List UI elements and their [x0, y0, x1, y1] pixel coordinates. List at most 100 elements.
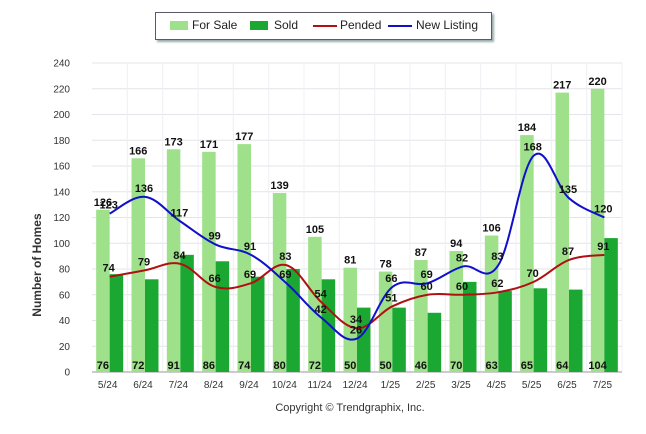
bar-for-sale-14 [590, 88, 605, 372]
y-tick-label-0: 0 [64, 368, 70, 379]
plot-area: 0 20 40 60 80 100 120 140 160 180 200 220 240 126 166 1… [53, 59, 623, 391]
label-pended-12: 70 [527, 268, 539, 280]
label-new-listing-1: 136 [135, 183, 153, 195]
bar-for-sale-9 [414, 259, 428, 372]
x-tick-label-14: 7/25 [593, 380, 613, 391]
x-tick-label-12: 5/25 [522, 380, 542, 391]
label-new-listing-12: 168 [523, 142, 541, 154]
legend-label-for-sale: For Sale [192, 18, 238, 32]
label-for-sale-8: 78 [379, 259, 391, 271]
legend-label-new-listing: New Listing [416, 18, 479, 32]
line-new-listing [109, 152, 605, 341]
x-tick-label-5: 10/24 [272, 380, 297, 391]
bar-sold-7 [357, 307, 371, 372]
legend-swatch-pended [313, 25, 337, 27]
x-tick-label-13: 6/25 [557, 380, 577, 391]
label-sold-11: 63 [485, 360, 497, 372]
label-sold-6: 72 [309, 360, 321, 372]
bar-sold-2 [180, 254, 194, 372]
label-pended-4: 69 [244, 269, 256, 281]
bar-sold-8 [392, 307, 406, 372]
label-for-sale-5: 139 [270, 180, 288, 192]
bar-sold-1 [145, 279, 159, 372]
label-sold-0: 76 [97, 360, 109, 372]
label-for-sale-4: 177 [235, 131, 253, 143]
label-for-sale-1: 166 [129, 145, 147, 157]
bar-sold-14 [604, 238, 618, 372]
label-pended-6: 54 [315, 288, 328, 300]
label-new-listing-2: 117 [170, 207, 188, 219]
x-tick-label-9: 2/25 [416, 380, 436, 391]
bar-sold-10 [463, 281, 477, 372]
label-new-listing-11: 83 [491, 251, 503, 263]
line-pended [109, 253, 605, 330]
label-new-listing-4: 91 [244, 241, 256, 253]
label-for-sale-11: 106 [482, 223, 500, 235]
x-tick-label-10: 3/25 [451, 380, 471, 391]
label-sold-3: 86 [203, 360, 215, 372]
label-sold-5: 80 [273, 360, 285, 372]
label-pended-8: 51 [385, 292, 397, 304]
y-tick-label-3: 60 [59, 290, 71, 301]
label-for-sale-12: 184 [518, 122, 537, 134]
copyright-text: Copyright © Trendgraphix, Inc. [275, 402, 425, 414]
label-new-listing-0: 123 [99, 200, 117, 212]
label-pended-10: 60 [456, 281, 468, 293]
label-sold-7: 50 [344, 360, 356, 372]
bar-for-sale-12 [520, 135, 534, 372]
bar-for-sale-6 [308, 236, 322, 372]
legend-swatch-new-listing [388, 25, 412, 27]
label-pended-2: 84 [173, 250, 186, 262]
label-for-sale-9: 87 [415, 247, 427, 259]
bar-for-sale-2 [166, 149, 181, 372]
bar-for-sale-13 [555, 92, 569, 373]
label-sold-10: 70 [450, 360, 462, 372]
bar-for-sale-1 [131, 158, 145, 372]
label-for-sale-3: 171 [200, 139, 218, 151]
label-pended-3: 66 [209, 273, 221, 285]
bar-sold-4 [251, 276, 265, 372]
bar-for-sale-8 [378, 271, 393, 372]
y-axis-title-wrap: Number of Homes [4, 170, 64, 370]
y-tick-label-12: 240 [53, 59, 70, 70]
bar-sold-0 [109, 274, 124, 372]
label-new-listing-6: 42 [315, 304, 327, 316]
label-for-sale-0: 126 [94, 197, 112, 209]
x-tick-label-3: 8/24 [204, 380, 224, 391]
y-tick-label-8: 160 [53, 162, 70, 173]
bar-for-sale-5 [272, 193, 287, 372]
legend-label-sold: Sold [274, 18, 299, 32]
x-tick-label-1: 6/24 [133, 380, 153, 391]
bar-sold-13 [569, 289, 583, 372]
label-sold-14: 104 [588, 360, 607, 372]
label-pended-11: 62 [491, 278, 503, 290]
bar-sold-9 [427, 312, 442, 372]
label-new-listing-10: 82 [456, 252, 468, 264]
label-for-sale-14: 220 [588, 76, 606, 88]
x-tick-label-8: 1/25 [381, 380, 401, 391]
x-tick-label-2: 7/24 [169, 380, 189, 391]
label-pended-0: 74 [103, 263, 116, 275]
label-new-listing-5: 69 [279, 269, 291, 281]
label-new-listing-14: 120 [594, 204, 612, 216]
label-pended-1: 79 [138, 256, 150, 268]
label-sold-4: 74 [238, 360, 251, 372]
y-tick-label-11: 220 [53, 84, 70, 95]
label-for-sale-2: 173 [164, 136, 182, 148]
label-sold-1: 72 [132, 360, 144, 372]
bar-for-sale-10 [449, 250, 463, 372]
label-sold-13: 64 [556, 360, 569, 372]
y-tick-label-5: 100 [53, 239, 70, 250]
legend-label-pended: Pended [340, 18, 382, 32]
label-sold-8: 50 [379, 360, 391, 372]
bar-for-sale-4 [237, 144, 251, 372]
x-tick-label-7: 12/24 [342, 380, 367, 391]
label-new-listing-7: 26 [350, 325, 362, 337]
y-tick-label-6: 120 [53, 213, 70, 224]
label-for-sale-6: 105 [306, 224, 324, 236]
y-tick-label-2: 40 [59, 316, 71, 327]
legend-swatch-sold [250, 21, 268, 30]
label-new-listing-3: 99 [209, 231, 221, 243]
bar-sold-11 [498, 290, 512, 372]
